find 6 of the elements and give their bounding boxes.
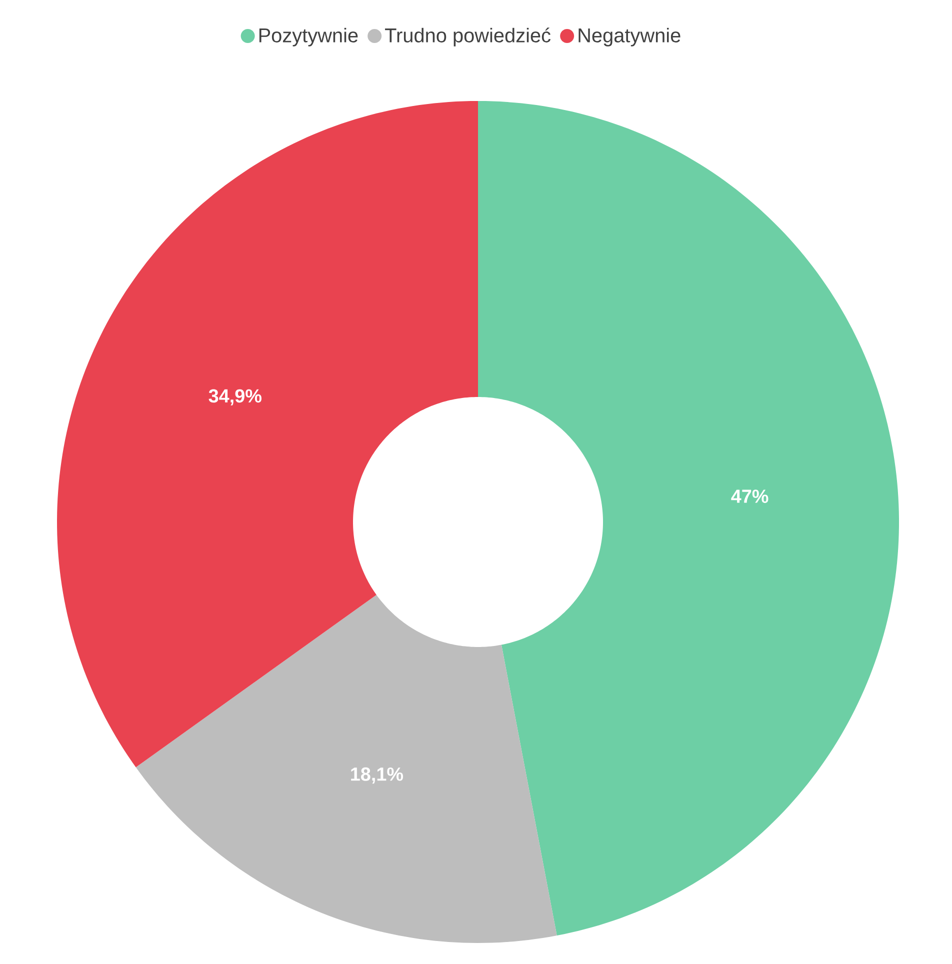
legend-label: Trudno powiedzieć: [385, 28, 551, 46]
data-label: 18,1%: [351, 767, 404, 784]
legend-label: Negatywnie: [578, 28, 680, 46]
data-label: 34,9%: [208, 389, 262, 406]
data-label: 47%: [731, 490, 768, 503]
legend-label: Pozytywnie: [259, 28, 358, 46]
